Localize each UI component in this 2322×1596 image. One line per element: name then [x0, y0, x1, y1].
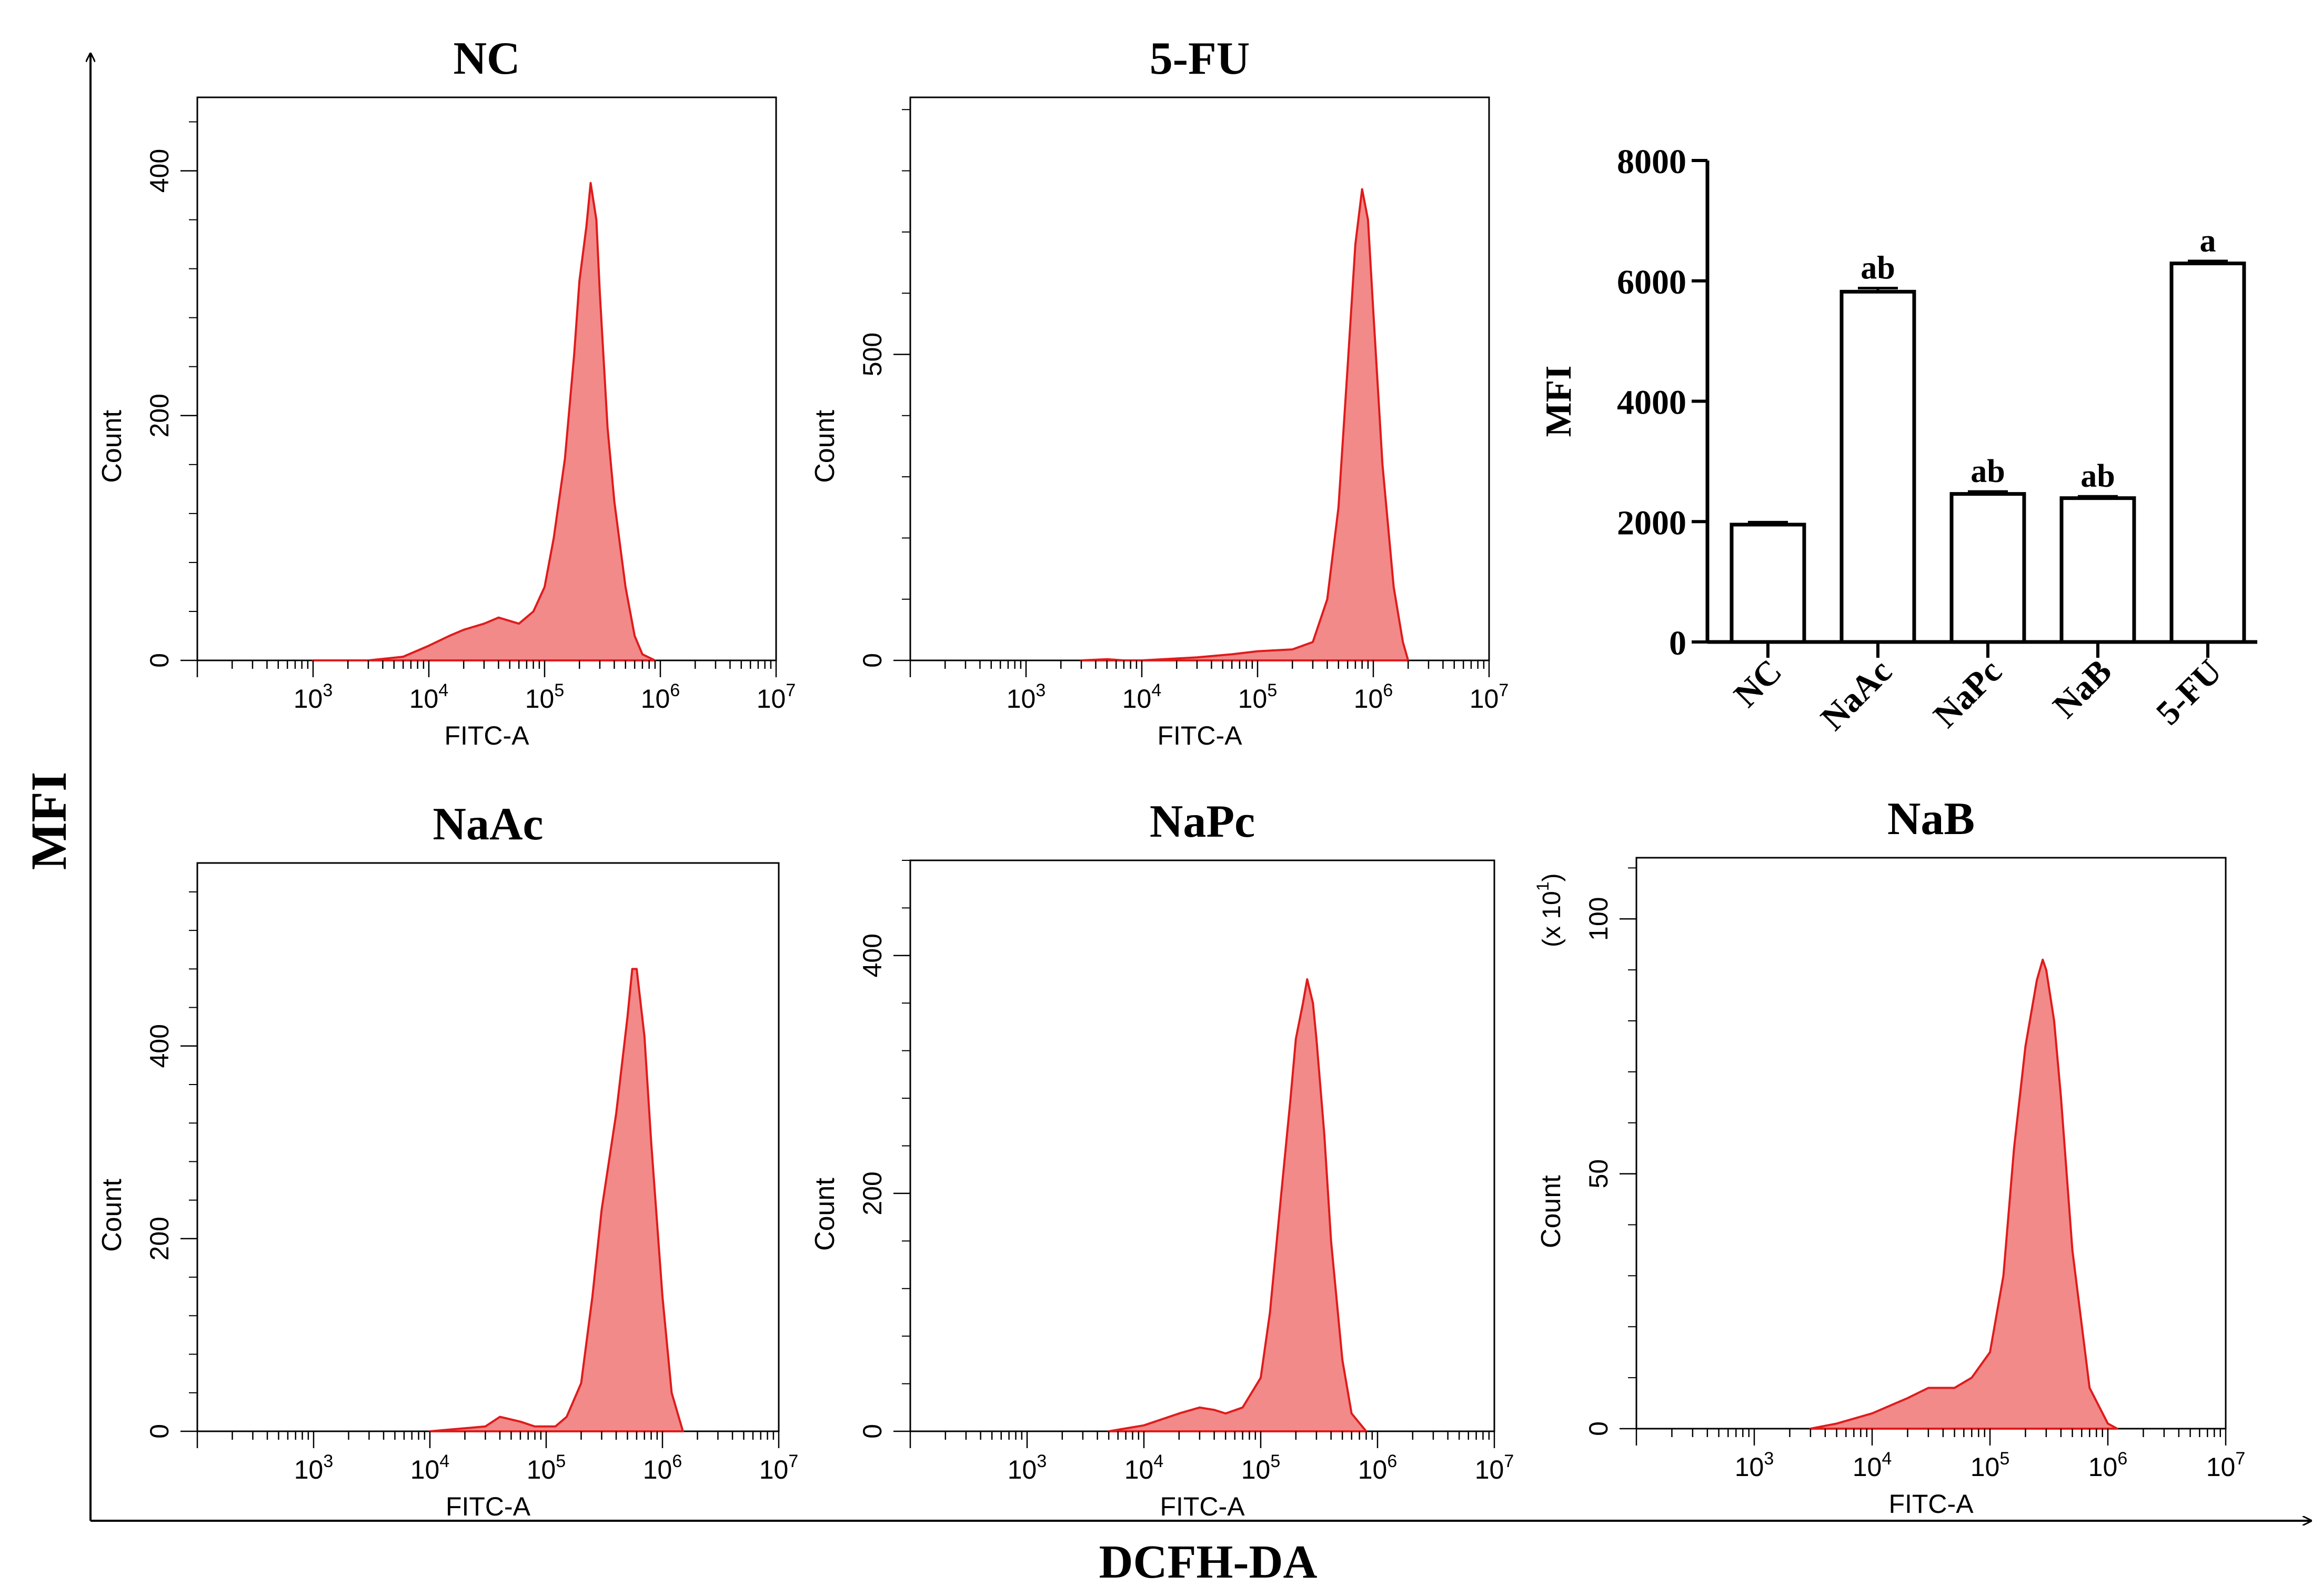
hist-5-fu-y-tick-label: 500 [858, 333, 887, 376]
bar-5fu [2169, 262, 2246, 644]
figure-y-axis-label: MFI [21, 772, 77, 870]
hist-5-fu: 5-FU 103 104 105 106 107 FITC-A 0 500 Count [810, 33, 1509, 750]
hist-nc: NC 103 104 105 106 107 FITC-A 0 200 400 Count [97, 33, 796, 750]
hist-nc-x-tick-label: 106 [641, 680, 680, 714]
hist-naac-x-tick-label: 105 [527, 1451, 566, 1484]
bar-napc [1949, 492, 2026, 644]
hist-nc-frame [196, 96, 777, 661]
hist-naac-x-axis-label: FITC-A [446, 1492, 531, 1521]
hist-nab-histogram-area [1809, 958, 2118, 1430]
panels: NC 103 104 105 106 107 FITC-A 0 200 400 Count 5-FU 1… [97, 33, 2257, 1521]
hist-naac-x-tick-label: 107 [759, 1451, 799, 1484]
bar-chart-y-tick-label: 4000 [1617, 384, 1686, 422]
hist-naac-x-tick-label: 106 [643, 1451, 682, 1484]
hist-nc-x-tick-label: 103 [294, 680, 333, 714]
hist-napc-y-axis-label: Count [810, 1178, 840, 1251]
hist-5-fu-title: 5-FU [1150, 33, 1250, 84]
hist-nab-frame [1635, 857, 2227, 1430]
hist-naac-x-tick-label: 104 [410, 1451, 450, 1484]
hist-5-fu-y-axis-label: Count [810, 409, 840, 483]
hist-nab-x-tick-label: 103 [1735, 1449, 1774, 1482]
bar-annotation: a [2199, 223, 2216, 259]
hist-nab-x-axis-label: FITC-A [1888, 1489, 1974, 1519]
hist-nab-x-tick-label: 105 [1971, 1449, 2010, 1482]
bar-chart-y-tick-label: 6000 [1617, 263, 1686, 302]
hist-napc-x-tick-label: 106 [1358, 1451, 1398, 1484]
hist-nc-y-tick-label: 400 [145, 149, 174, 193]
hist-nc-x-axis-label: FITC-A [444, 721, 529, 750]
hist-nc-x-tick-label: 105 [525, 680, 565, 714]
hist-napc-x-axis-label: FITC-A [1160, 1492, 1245, 1521]
hist-nab-x-tick-label: 106 [2088, 1449, 2128, 1482]
hist-naac-x-tick-label: 103 [294, 1451, 334, 1484]
hist-naac-frame [196, 862, 780, 1432]
hist-nc-x-tick-label: 107 [757, 680, 796, 714]
hist-napc-x-tick-label: 107 [1475, 1451, 1514, 1484]
hist-naac-y-axis-label: Count [97, 1179, 127, 1252]
bar-chart-y-tick-label: 0 [1669, 624, 1686, 663]
bar-chart: 0 2000 4000 6000 8000 MFI NC ab NaAc ab NaPc ab NaB a… [1539, 143, 2257, 738]
hist-nab: NaB 103 104 105 106 107 FITC-A 0 50 100 Count (x 10… [1533, 794, 2245, 1519]
hist-nab-y-axis-label: Count [1536, 1175, 1566, 1248]
bar-chart-y-tick-label: 8000 [1617, 143, 1686, 181]
hist-5-fu-x-tick-label: 103 [1007, 680, 1046, 714]
bar-chart-category-label: NaB [2046, 652, 2119, 726]
hist-nab-y-tick-label: 100 [1584, 897, 1613, 941]
bar-naac [1839, 289, 1916, 644]
hist-5-fu-histogram-area [1080, 188, 1410, 661]
hist-naac-y-tick-label: 400 [145, 1024, 174, 1068]
bar-chart-category-label: 5-FU [2149, 652, 2229, 732]
hist-napc-x-tick-label: 104 [1124, 1451, 1164, 1484]
hist-napc-y-tick-label: 0 [858, 1424, 887, 1439]
hist-nc-histogram-area [312, 182, 656, 661]
hist-nab-x-tick-label: 107 [2206, 1449, 2246, 1482]
bar-chart-category-label: NaAc [1813, 652, 1899, 738]
hist-naac-histogram-area [429, 968, 684, 1432]
hist-nc-y-tick-label: 200 [145, 394, 174, 437]
hist-napc-x-tick-label: 103 [1008, 1451, 1047, 1484]
hist-nc-y-axis-label: Count [97, 409, 127, 483]
bar-chart-y-axis-label: MFI [1539, 365, 1579, 437]
bar-chart-category-label: NaPc [1926, 652, 2009, 735]
figure-x-axis-label: DCFH-DA [1099, 1536, 1318, 1588]
hist-naac-title: NaAc [433, 799, 543, 850]
hist-5-fu-x-tick-label: 107 [1470, 680, 1509, 714]
hist-nab-title: NaB [1887, 794, 1975, 845]
hist-napc: NaPc 103 104 105 106 107 FITC-A 0 200 400 Count [810, 796, 1514, 1521]
hist-5-fu-frame [909, 96, 1490, 661]
hist-napc-y-tick-label: 200 [858, 1171, 887, 1215]
hist-naac-y-tick-label: 200 [145, 1217, 174, 1260]
hist-naac-y-tick-label: 0 [145, 1424, 174, 1439]
hist-nab-y-tick-label: 0 [1584, 1421, 1613, 1436]
bar-chart-y-tick-label: 2000 [1617, 504, 1686, 542]
hist-5-fu-x-tick-label: 105 [1238, 680, 1278, 714]
bar-annotation: ab [1861, 250, 1895, 286]
hist-napc-histogram-area [1108, 978, 1368, 1432]
hist-nc-x-tick-label: 104 [409, 680, 449, 714]
bar-nc [1730, 523, 1806, 644]
hist-napc-title: NaPc [1150, 796, 1255, 847]
hist-nc-title: NC [453, 33, 520, 84]
bar-annotation: ab [1971, 454, 2005, 489]
hist-nab-y-tick-label: 50 [1584, 1159, 1613, 1189]
bar-nab [2059, 496, 2136, 644]
hist-5-fu-x-tick-label: 106 [1354, 680, 1393, 714]
hist-5-fu-y-tick-label: 0 [858, 653, 887, 668]
hist-5-fu-x-axis-label: FITC-A [1157, 721, 1242, 750]
hist-napc-frame [909, 859, 1495, 1432]
hist-nab-x-tick-label: 104 [1853, 1449, 1892, 1482]
hist-5-fu-x-tick-label: 104 [1122, 680, 1162, 714]
hist-naac: NaAc 103 104 105 106 107 FITC-A 0 200 400 Count [97, 799, 798, 1521]
hist-nab-y-scale-label: (x 101) [1533, 874, 1566, 948]
hist-nc-y-tick-label: 0 [145, 653, 174, 668]
hist-napc-y-tick-label: 400 [858, 933, 887, 977]
bar-chart-category-label: NC [1727, 652, 1790, 715]
hist-napc-x-tick-label: 105 [1241, 1451, 1281, 1484]
bar-annotation: ab [2080, 458, 2115, 494]
